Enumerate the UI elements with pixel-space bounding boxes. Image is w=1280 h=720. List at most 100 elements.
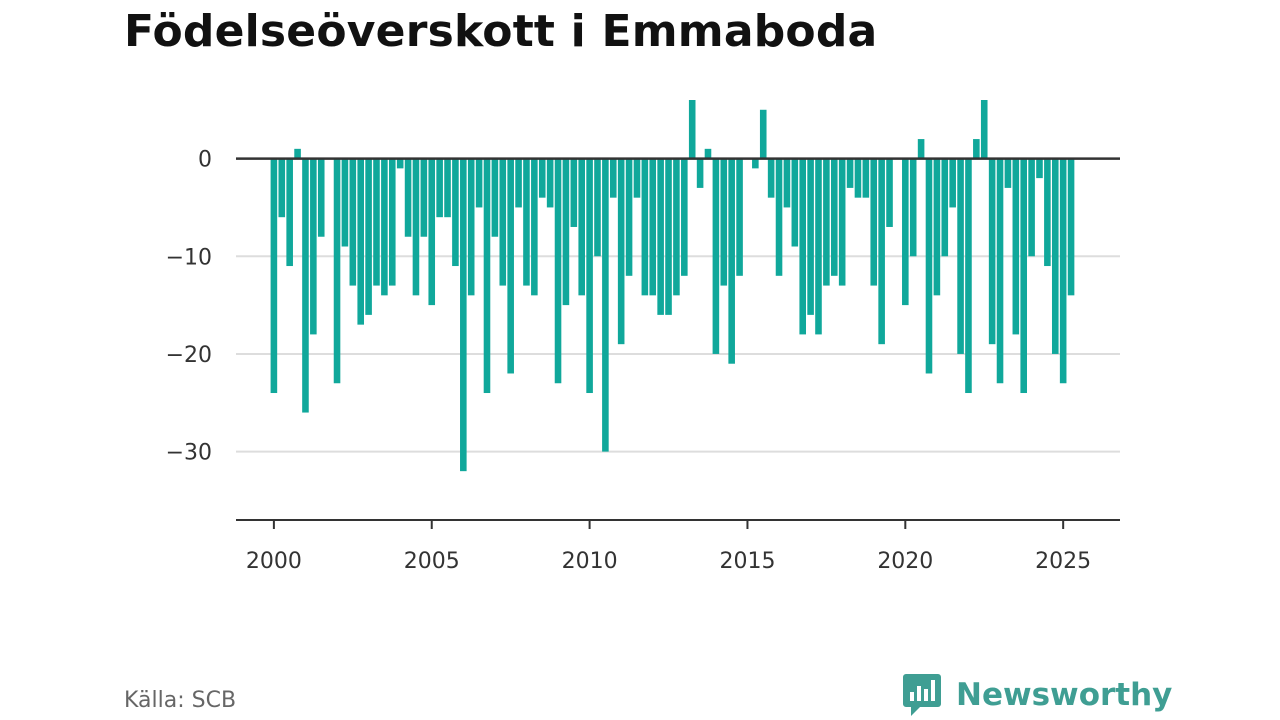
bar — [460, 158, 467, 472]
bar — [294, 148, 301, 159]
brand-name: Newsworthy — [956, 677, 1173, 713]
bar — [1059, 158, 1067, 384]
bar — [949, 158, 956, 208]
bar — [365, 158, 372, 315]
bar — [310, 158, 317, 335]
bar — [562, 158, 570, 306]
bar — [838, 158, 846, 286]
x-tick-label: 2015 — [719, 549, 775, 574]
bar — [609, 158, 617, 198]
bar-chart: 0 −10 −20 −30 2000 2005 2010 2015 2020 2025 — [166, 100, 1120, 574]
bar — [933, 158, 941, 296]
bar — [878, 158, 885, 345]
bar — [1044, 158, 1051, 267]
x-axis: 2000 2005 2010 2015 2020 2025 — [246, 520, 1091, 574]
bar — [712, 158, 720, 354]
bar — [767, 158, 775, 198]
bars — [270, 100, 1075, 472]
bar — [404, 158, 412, 237]
bar — [909, 158, 917, 257]
bar — [491, 158, 499, 237]
bar — [373, 158, 380, 286]
bar — [546, 158, 554, 208]
bar — [688, 100, 696, 159]
bar — [317, 158, 325, 237]
bar — [846, 158, 854, 188]
bar — [594, 158, 601, 257]
bar — [467, 158, 475, 296]
bar — [854, 158, 862, 198]
bar — [791, 158, 799, 247]
bar — [752, 158, 759, 169]
bar — [349, 158, 357, 286]
bar — [886, 158, 893, 227]
bar — [807, 158, 814, 315]
x-tick-label: 2020 — [877, 549, 933, 574]
bar — [412, 158, 420, 296]
bar — [570, 158, 578, 227]
bar — [973, 139, 980, 159]
bar — [980, 100, 988, 159]
brand-logo[interactable]: Newsworthy — [902, 672, 1172, 718]
bar — [444, 158, 451, 218]
bar — [902, 158, 909, 306]
bar — [381, 158, 388, 296]
source-note: Källa: SCB — [124, 688, 237, 713]
bar — [452, 158, 459, 267]
bar — [830, 158, 838, 276]
bar — [815, 158, 822, 335]
bar — [286, 158, 293, 267]
bar — [1036, 158, 1043, 179]
bar — [507, 158, 514, 374]
bar — [720, 158, 728, 286]
bar — [862, 158, 870, 198]
bar — [270, 158, 278, 394]
x-tick-label: 2005 — [404, 549, 460, 574]
bar — [633, 158, 641, 198]
bar — [436, 158, 443, 218]
bar — [499, 158, 507, 286]
bar — [483, 158, 491, 394]
bar — [523, 158, 530, 286]
bar — [278, 158, 286, 218]
bar — [1004, 158, 1012, 188]
bar — [1067, 158, 1075, 296]
bar — [799, 158, 806, 335]
x-tick-label: 2025 — [1035, 549, 1091, 574]
bar — [965, 158, 972, 394]
bar — [475, 158, 483, 208]
bar — [870, 158, 878, 286]
bar — [1012, 158, 1020, 335]
x-tick-label: 2010 — [562, 549, 618, 574]
y-axis: 0 −10 −20 −30 — [166, 148, 212, 466]
bar — [428, 158, 436, 306]
bar — [1028, 158, 1035, 257]
bar — [531, 158, 538, 296]
bar — [538, 158, 546, 198]
bar — [728, 158, 735, 364]
bar — [988, 158, 996, 345]
bar — [775, 158, 783, 276]
bar — [1051, 158, 1059, 354]
y-tick-label: 0 — [198, 148, 212, 173]
bar — [673, 158, 680, 296]
bar — [388, 158, 396, 286]
y-tick-label: −30 — [166, 441, 212, 466]
bar — [602, 158, 609, 452]
bar — [302, 158, 309, 413]
bar — [783, 158, 791, 208]
bar — [333, 158, 341, 384]
bar — [657, 158, 664, 315]
chart-title: Födelseöverskott i Emmaboda — [124, 6, 878, 57]
bar — [396, 158, 404, 169]
bar — [823, 158, 830, 286]
bar — [736, 158, 743, 276]
bar — [515, 158, 522, 208]
bar — [357, 158, 364, 325]
bar — [420, 158, 428, 237]
bar — [925, 158, 933, 374]
bar — [941, 158, 949, 257]
y-tick-label: −20 — [166, 343, 212, 368]
bar — [586, 158, 593, 394]
bar — [554, 158, 562, 384]
